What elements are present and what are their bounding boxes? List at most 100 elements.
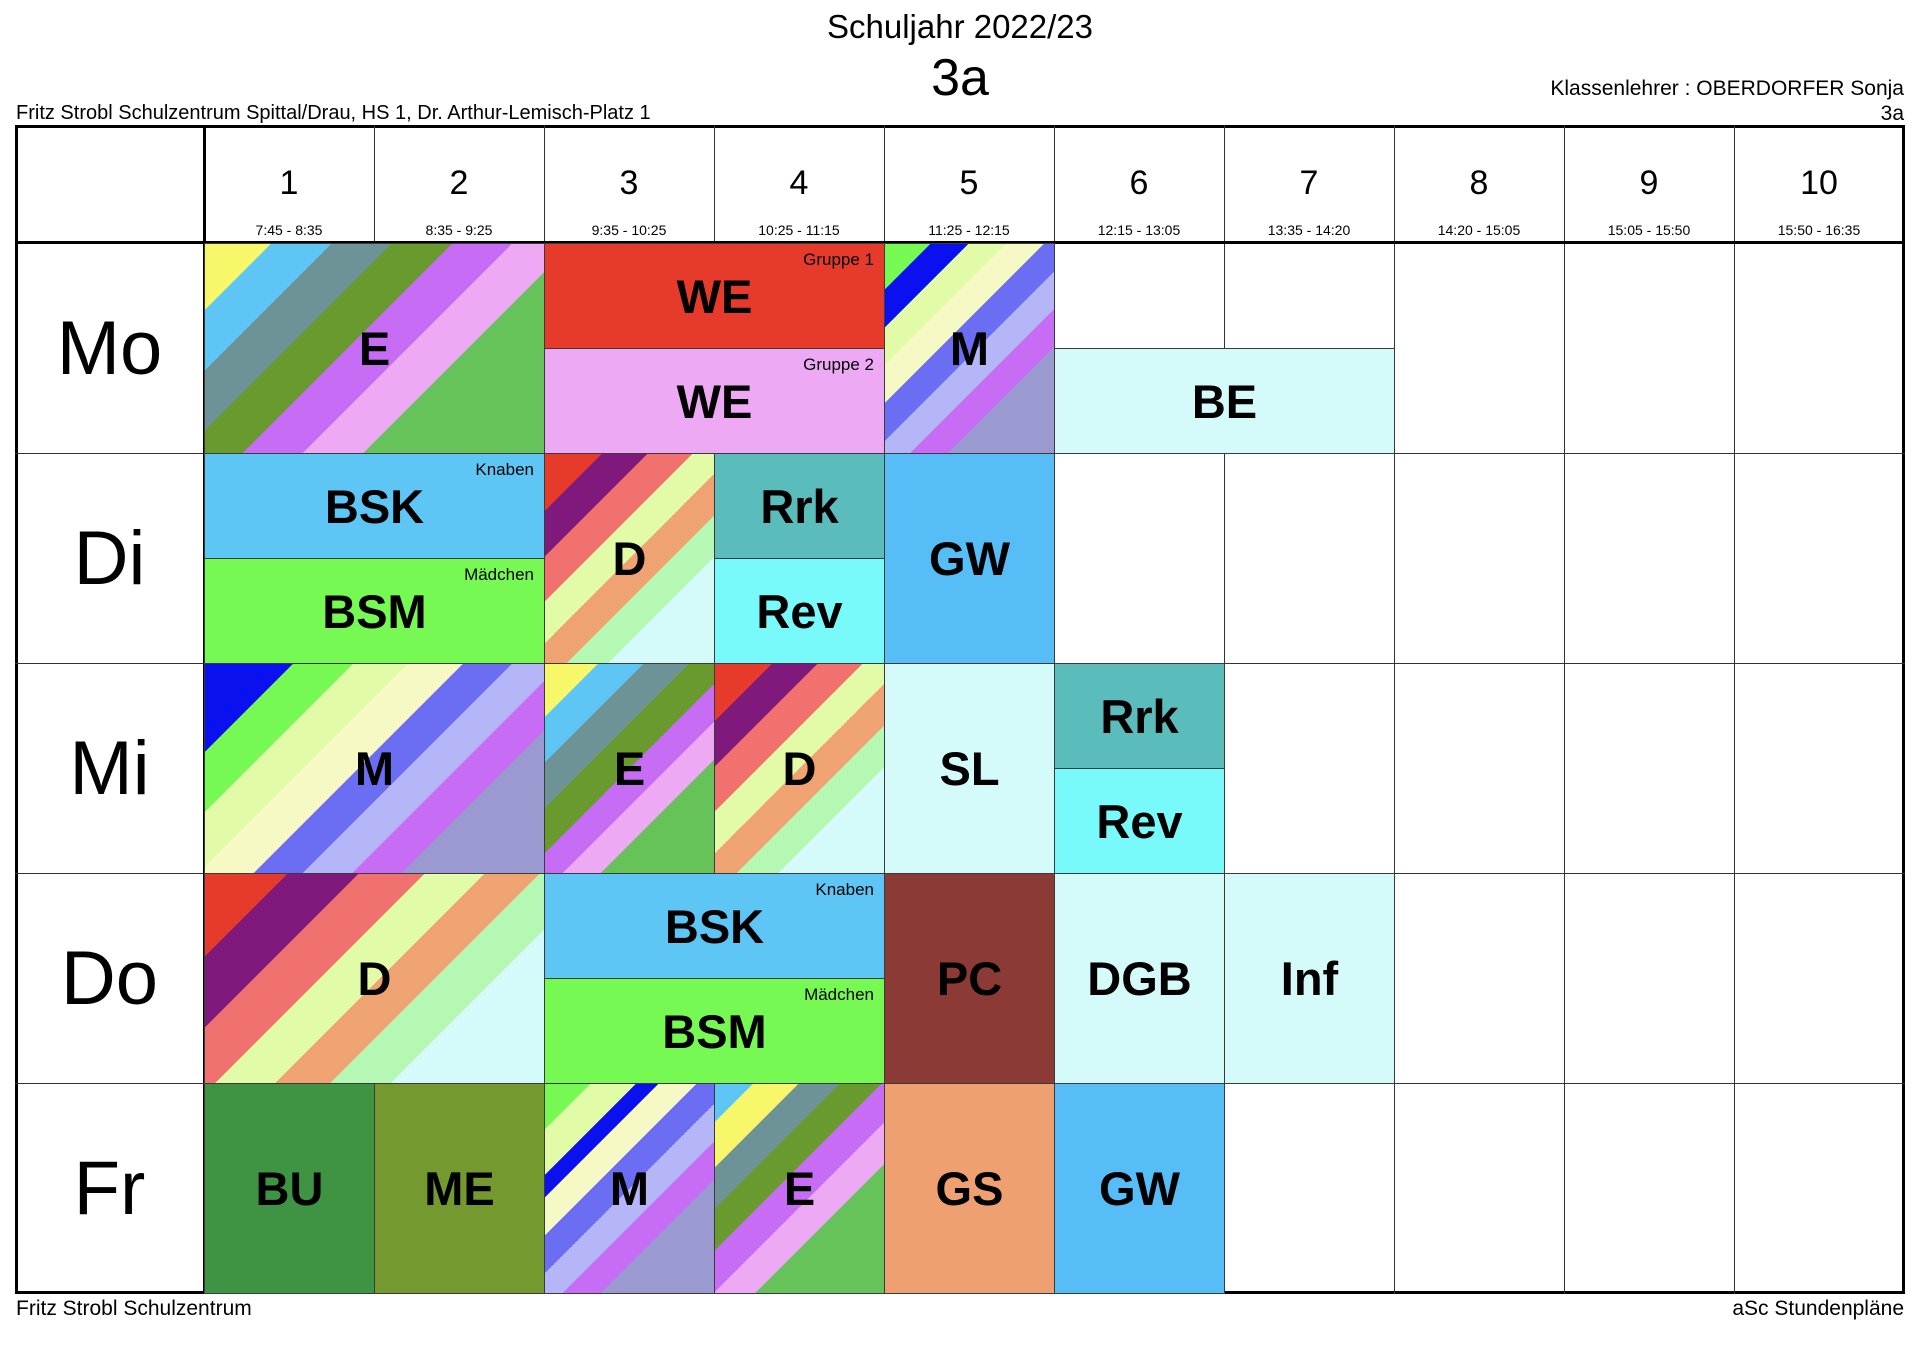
lesson-di-gw[interactable]: GW: [884, 453, 1055, 664]
lesson-do-d[interactable]: D: [204, 873, 545, 1084]
period-number: 5: [959, 164, 979, 202]
lesson-fr-m[interactable]: M: [544, 1083, 715, 1294]
footer-school-name: Fritz Strobl Schulzentrum: [16, 1297, 252, 1320]
group-label: Knaben: [475, 460, 534, 479]
class-teacher: Klassenlehrer : OBERDORFER Sonja: [1550, 77, 1904, 100]
period-header: 3 9:35 - 10:25: [544, 128, 714, 241]
lesson-do-bsm[interactable]: Mädchen BSM: [544, 978, 885, 1084]
period-time: 15:05 - 15:50: [1607, 222, 1691, 238]
period-time: 7:45 - 8:35: [255, 222, 323, 238]
lesson-fr-me[interactable]: ME: [374, 1083, 545, 1294]
period-time: 13:35 - 14:20: [1267, 222, 1351, 238]
period-header: 8 14:20 - 15:05: [1394, 128, 1564, 241]
period-header: 9 15:05 - 15:50: [1564, 128, 1734, 241]
lesson-mi-d[interactable]: D: [714, 663, 885, 874]
lesson-di-bsm[interactable]: Mädchen BSM: [204, 558, 545, 664]
lesson-subject: D: [782, 742, 817, 795]
period-header: 10 15:50 - 16:35: [1734, 128, 1904, 241]
period-number: 7: [1299, 164, 1319, 202]
period-time: 12:15 - 13:05: [1097, 222, 1181, 238]
lesson-subject: M: [609, 1162, 650, 1215]
period-time: 8:35 - 9:25: [425, 222, 493, 238]
lesson-subject: PC: [936, 952, 1003, 1005]
day-label-fr: Fr: [73, 1145, 146, 1231]
lesson-mo-m[interactable]: M: [884, 243, 1055, 454]
period-header: 1 7:45 - 8:35: [204, 128, 374, 241]
lesson-mi-sl[interactable]: SL: [884, 663, 1055, 874]
lesson-mo-we-gruppe2[interactable]: Gruppe 2 WE: [544, 348, 885, 454]
lesson-do-pc[interactable]: PC: [884, 873, 1055, 1084]
lesson-mi-m[interactable]: M: [204, 663, 545, 874]
period-number: 3: [619, 164, 639, 202]
lesson-subject: Rrk: [760, 479, 839, 533]
lesson-subject: WE: [676, 269, 753, 323]
lesson-subject: BSM: [322, 584, 427, 638]
grid-divider: [1734, 125, 1735, 1294]
group-label: Knaben: [815, 880, 874, 899]
lesson-mo-e[interactable]: E: [204, 243, 545, 454]
lesson-di-bsk[interactable]: Knaben BSK: [204, 453, 545, 559]
period-header: 7 13:35 - 14:20: [1224, 128, 1394, 241]
period-number: 4: [789, 164, 809, 202]
lesson-subject: GW: [929, 532, 1010, 585]
group-label: Mädchen: [804, 985, 874, 1004]
lesson-subject: GS: [935, 1162, 1004, 1215]
period-time: 9:35 - 10:25: [591, 222, 667, 238]
footer-software-name: aSc Stundenpläne: [1732, 1297, 1904, 1320]
lesson-subject: BE: [1191, 374, 1258, 428]
lesson-mi-rrk[interactable]: Rrk: [1054, 663, 1225, 769]
period-time: 14:20 - 15:05: [1437, 222, 1521, 238]
lesson-do-inf[interactable]: Inf: [1224, 873, 1395, 1084]
period-time: 11:25 - 12:15: [928, 222, 1010, 238]
lesson-fr-gs[interactable]: GS: [884, 1083, 1055, 1294]
lesson-di-rrk[interactable]: Rrk: [714, 453, 885, 559]
period-header: 2 8:35 - 9:25: [374, 128, 544, 241]
lesson-subject: BSK: [664, 899, 765, 953]
lesson-subject: E: [613, 742, 646, 795]
day-label-di: Di: [73, 515, 146, 601]
class-code: 3a: [1880, 102, 1904, 125]
lesson-subject: E: [783, 1162, 816, 1215]
lesson-do-dgb[interactable]: DGB: [1054, 873, 1225, 1084]
lesson-mi-e[interactable]: E: [544, 663, 715, 874]
period-number: 1: [279, 164, 299, 202]
lesson-mo-we-gruppe1[interactable]: Gruppe 1 WE: [544, 243, 885, 349]
lesson-subject: Rev: [756, 584, 843, 638]
lesson-fr-e[interactable]: E: [714, 1083, 885, 1294]
period-header: 6 12:15 - 13:05: [1054, 128, 1224, 241]
group-label: Gruppe 1: [803, 250, 874, 269]
period-number: 2: [449, 164, 469, 202]
lesson-subject: D: [612, 532, 647, 585]
lesson-subject: DGB: [1087, 952, 1192, 1005]
grid-divider: [1564, 125, 1565, 1294]
lesson-subject: ME: [424, 1162, 495, 1215]
lesson-subject: D: [357, 952, 392, 1005]
period-time: 15:50 - 16:35: [1777, 222, 1861, 238]
lesson-fr-gw[interactable]: GW: [1054, 1083, 1225, 1294]
school-address: Fritz Strobl Schulzentrum Spittal/Drau, …: [16, 102, 651, 124]
lesson-do-bsk[interactable]: Knaben BSK: [544, 873, 885, 979]
lesson-mo-be[interactable]: BE: [1054, 348, 1395, 454]
lesson-subject: Rev: [1096, 794, 1183, 848]
period-number: 8: [1469, 164, 1489, 202]
lesson-subject: SL: [939, 742, 1000, 795]
period-header: 5 11:25 - 12:15: [884, 128, 1054, 241]
school-year-title: Schuljahr 2022/23: [826, 8, 1094, 45]
lesson-fr-bu[interactable]: BU: [204, 1083, 375, 1294]
period-number: 6: [1129, 164, 1149, 202]
lesson-di-rev[interactable]: Rev: [714, 558, 885, 664]
lesson-mi-rev[interactable]: Rev: [1054, 768, 1225, 874]
lesson-subject: Rrk: [1100, 689, 1179, 743]
period-header: 4 10:25 - 11:15: [714, 128, 884, 241]
period-time: 10:25 - 11:15: [758, 222, 840, 238]
group-label: Gruppe 2: [803, 355, 874, 374]
lesson-subject: BSM: [662, 1004, 767, 1058]
day-label-do: Do: [60, 935, 159, 1021]
lesson-di-d[interactable]: D: [544, 453, 715, 664]
day-label-mi: Mi: [69, 725, 150, 811]
period-number: 10: [1800, 164, 1838, 202]
day-label-mo: Mo: [56, 305, 163, 391]
group-label: Mädchen: [464, 565, 534, 584]
class-title: 3a: [931, 49, 989, 107]
lesson-subject: M: [354, 742, 395, 795]
